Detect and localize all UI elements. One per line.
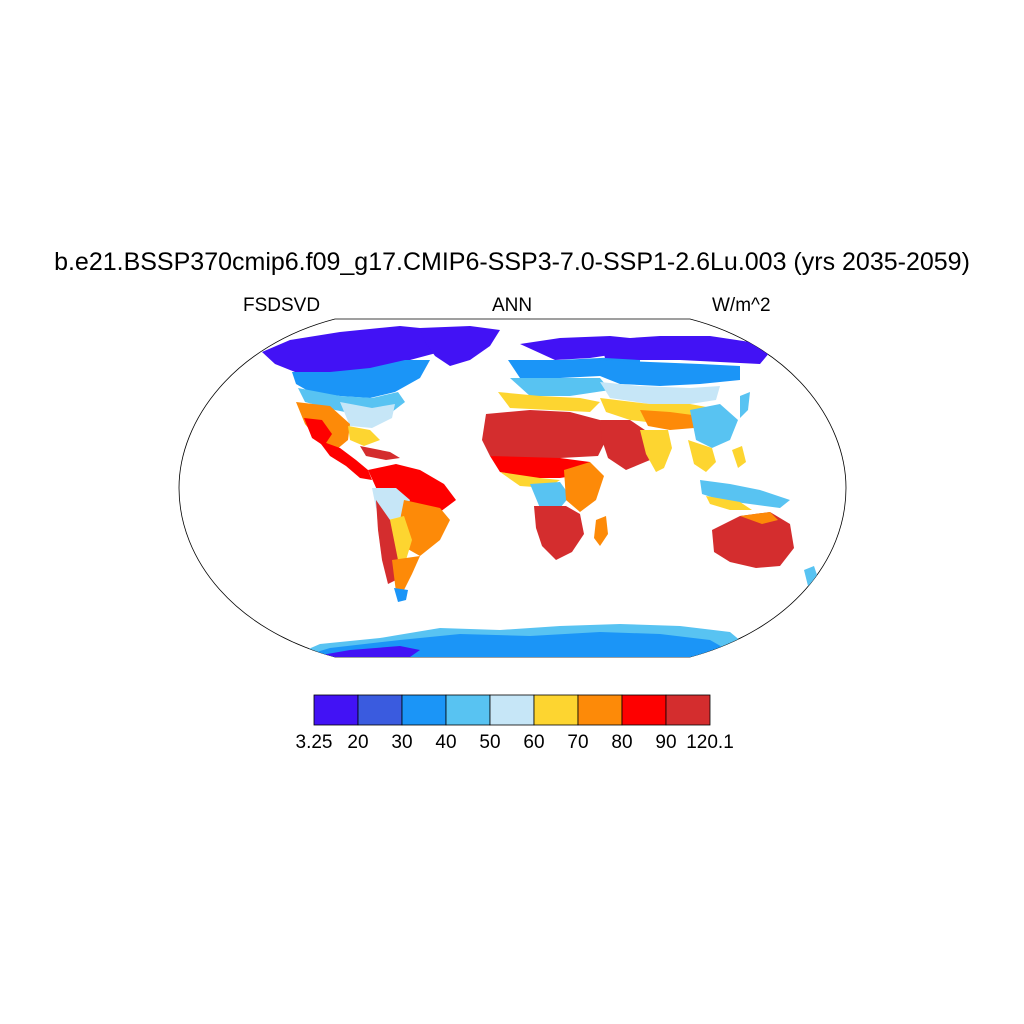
australia	[712, 512, 794, 568]
asia-east	[690, 404, 738, 448]
japan	[740, 392, 750, 418]
central-america	[318, 440, 372, 480]
north-america-cold	[262, 326, 470, 374]
asia-central	[600, 382, 720, 404]
colorbar-swatch	[357, 694, 403, 726]
philippines	[732, 446, 746, 468]
units-label: W/m^2	[712, 295, 771, 316]
colorbar-tick-label: 50	[479, 732, 500, 753]
africa-congo	[530, 482, 570, 508]
colorbar-tick-label: 40	[435, 732, 456, 753]
south-america-tip	[394, 588, 408, 602]
colorbar-tick-label: 80	[611, 732, 632, 753]
caribbean	[360, 446, 400, 460]
north-america-temperate	[340, 402, 395, 428]
asia-siberia	[600, 360, 740, 386]
colorbar-swatch	[621, 694, 667, 726]
colorbar-swatch	[533, 694, 579, 726]
colorbar-swatch	[445, 694, 491, 726]
africa-east	[564, 462, 604, 512]
europe-south	[510, 378, 610, 396]
colorbar-swatch	[313, 694, 359, 726]
colorbar-swatch	[489, 694, 535, 726]
new-zealand	[804, 566, 818, 586]
asia-southeast	[688, 440, 716, 472]
figure-title: b.e21.BSSP370cmip6.f09_g17.CMIP6-SSP3-7.…	[54, 248, 970, 276]
mediterranean	[498, 392, 600, 412]
greenland	[420, 326, 500, 366]
colorbar-tick-label: 3.25	[296, 732, 333, 753]
south-america-south	[392, 556, 420, 592]
north-america-southwest	[304, 418, 332, 446]
madagascar	[594, 516, 608, 546]
asia-tibet	[640, 410, 700, 430]
asia-india	[640, 430, 672, 472]
maritime-continent	[700, 480, 790, 508]
indonesia	[706, 496, 752, 510]
variable-label: FSDSVD	[243, 295, 321, 316]
colorbar-swatch	[401, 694, 447, 726]
colorbar-swatch	[577, 694, 623, 726]
south-america-north	[368, 464, 456, 512]
colorbar-tick-label: 90	[655, 732, 676, 753]
north-america-southeast	[348, 426, 380, 446]
colorbar-tick-label: 60	[523, 732, 544, 753]
antarctica-edge	[310, 646, 420, 657]
colorbar-tick-label: 120.1	[686, 732, 734, 753]
australia-coast	[740, 512, 778, 524]
colorbar-tick-label: 30	[391, 732, 412, 753]
colorbar-tick-label: 20	[347, 732, 368, 753]
colorbar-tick-label: 70	[567, 732, 588, 753]
asia-arctic	[600, 336, 770, 364]
africa-south	[534, 506, 584, 560]
season-label: ANN	[491, 295, 533, 316]
africa-north	[482, 410, 606, 460]
colorbar-swatch	[665, 694, 711, 726]
north-america-cool	[292, 360, 430, 398]
